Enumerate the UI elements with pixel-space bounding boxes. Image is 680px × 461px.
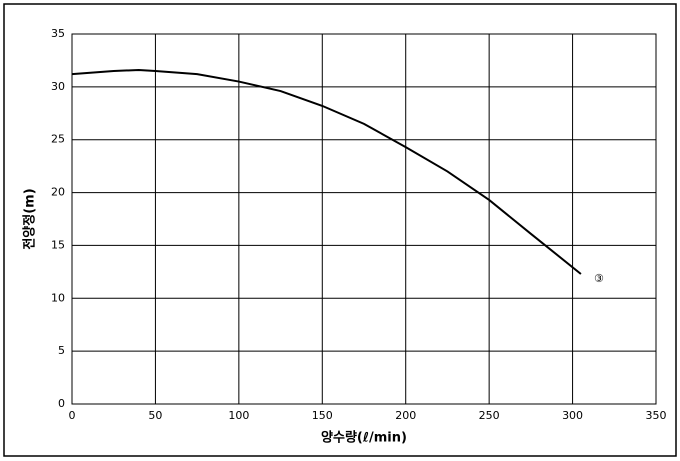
y-tick-label: 25 [51, 133, 65, 146]
x-axis-title: 양수량(ℓ/min) [321, 431, 407, 446]
y-axis-title: 전양정(m) [22, 188, 38, 249]
x-tick-label: 200 [395, 409, 416, 422]
series-line [71, 68, 582, 275]
series-label: ③ [594, 272, 604, 285]
plot-area [71, 33, 657, 405]
x-tick-label: 100 [228, 409, 249, 422]
x-tick-label: 300 [562, 409, 583, 422]
y-tick-label: 10 [51, 291, 65, 304]
y-tick-label: 20 [51, 186, 65, 199]
y-tick-label: 30 [51, 80, 65, 93]
y-tick-label: 5 [58, 344, 65, 357]
y-tick-label: 35 [51, 27, 65, 40]
x-tick-label: 250 [479, 409, 500, 422]
y-tick-label: 0 [58, 397, 65, 410]
y-tick-label: 15 [51, 238, 65, 251]
x-tick-label: 350 [646, 409, 667, 422]
x-tick-label: 150 [312, 409, 333, 422]
x-tick-label: 0 [69, 409, 76, 422]
x-tick-label: 50 [148, 409, 162, 422]
